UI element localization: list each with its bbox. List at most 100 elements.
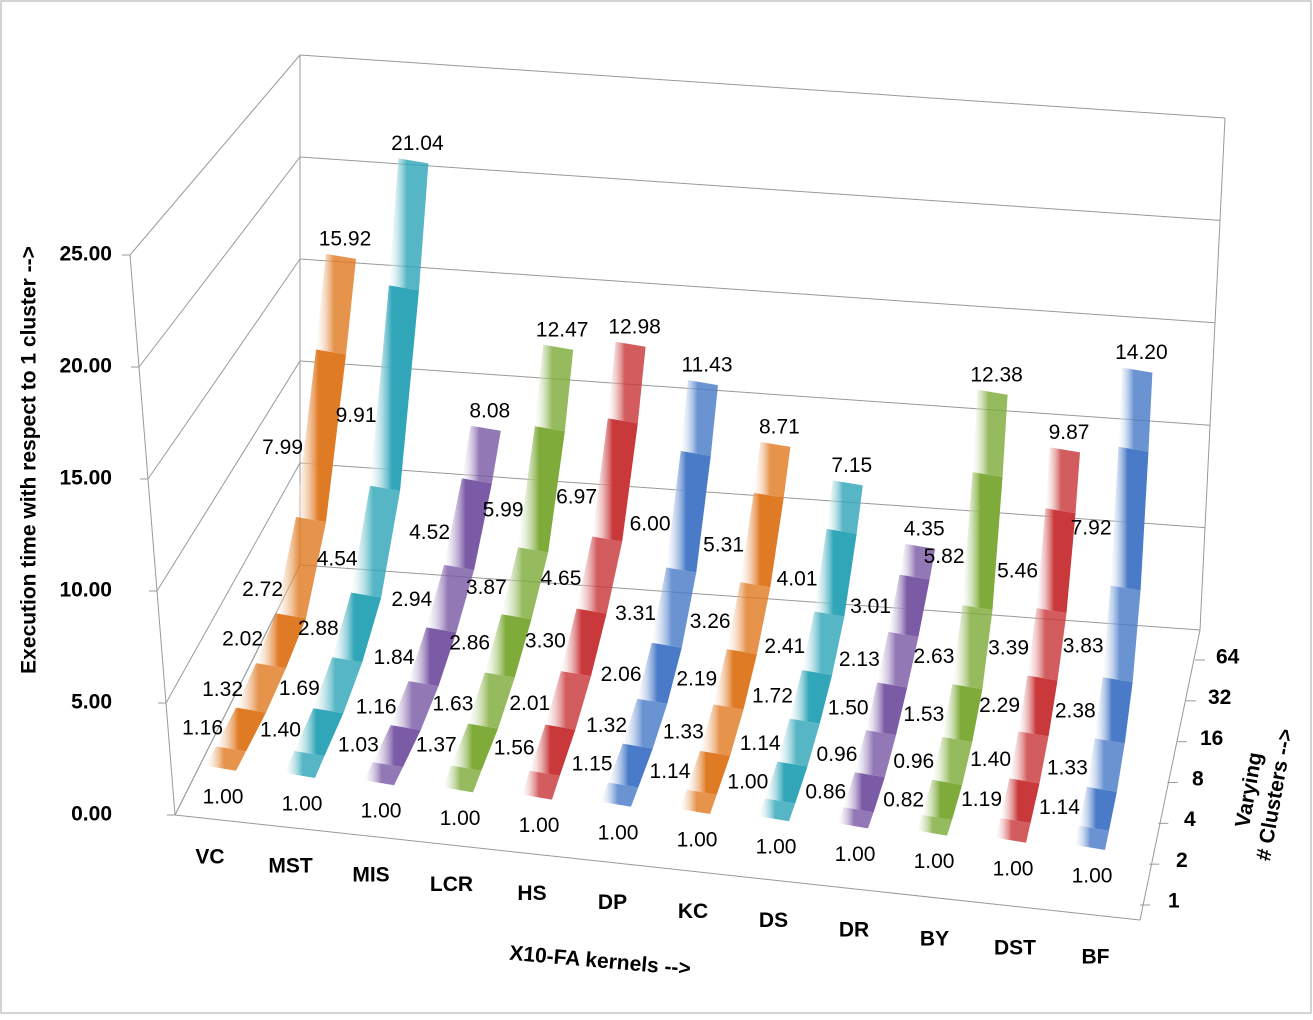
data-label: 2.06: [601, 663, 642, 686]
ribbon: [206, 253, 356, 771]
ribbon-segment: [364, 762, 403, 786]
data-label: 1.00: [727, 770, 768, 793]
ribbon-segment: [854, 730, 896, 778]
ribbon-segment: [666, 451, 711, 573]
z-tick-label: 1: [1168, 890, 1180, 913]
ribbon-segment: [651, 567, 697, 648]
ribbon-segment: [608, 743, 653, 788]
data-label: 1.37: [416, 734, 457, 757]
data-label: 1.00: [756, 836, 797, 859]
data-label: 1.00: [835, 843, 876, 866]
data-label: 2.38: [1055, 699, 1096, 722]
ribbon-segment: [814, 528, 857, 617]
data-label: 5.31: [703, 534, 744, 557]
data-label: 7.15: [831, 454, 872, 477]
ribbon-segment: [388, 158, 429, 291]
ribbon-segment: [1086, 738, 1125, 792]
data-label: 7.99: [262, 436, 303, 459]
ribbon-segment: [316, 253, 356, 355]
data-label: 1.63: [433, 693, 474, 716]
ribbon-segment: [888, 574, 930, 637]
ribbon: [364, 425, 501, 786]
data-label: 3.26: [690, 610, 731, 633]
ribbon-segment: [899, 543, 936, 580]
x-tick-label: DST: [994, 937, 1036, 960]
ribbon-segment: [501, 547, 549, 620]
data-label: 0.86: [805, 781, 846, 804]
data-label: 8.08: [469, 399, 510, 422]
ribbon-segment: [740, 492, 784, 588]
ribbon-segment: [972, 389, 1008, 478]
ribbon: [996, 447, 1080, 843]
data-label: 1.14: [1039, 796, 1080, 819]
ribbon-segment: [637, 642, 682, 704]
data-label: 1.53: [903, 703, 944, 726]
data-label: 2.63: [914, 645, 955, 668]
grid-line: [138, 156, 301, 368]
data-label: 3.87: [466, 576, 507, 599]
ribbon-segment: [443, 765, 482, 793]
ribbon-segment: [592, 418, 638, 542]
grid-line: [156, 360, 301, 592]
ribbon-segment: [942, 684, 983, 742]
ribbon-segment: [522, 770, 560, 800]
ribbon-segment: [932, 736, 973, 785]
data-label: 0.82: [883, 789, 924, 812]
data-label: 1.32: [586, 714, 627, 737]
x-tick-label: DR: [839, 918, 869, 941]
ribbon-segment: [686, 750, 731, 795]
ribbon: [680, 441, 791, 814]
data-label: 1.00: [440, 807, 481, 830]
ribbon-segment: [518, 426, 565, 553]
data-label: 4.54: [317, 548, 358, 571]
y-tick-label: 20.00: [59, 355, 112, 378]
data-label: 3.01: [850, 595, 891, 618]
ribbon-segment: [408, 627, 457, 687]
ribbon-segment: [1036, 508, 1076, 614]
data-label: 5.82: [924, 545, 965, 568]
y-tick-label: 0.00: [71, 803, 112, 826]
data-label: 1.00: [282, 793, 323, 816]
data-label: 5.99: [483, 498, 524, 521]
data-label: 1.33: [663, 721, 704, 744]
z-tick-label: 32: [1208, 686, 1231, 709]
ribbon-segment: [680, 380, 718, 457]
ribbon-segment: [370, 285, 419, 491]
ribbon-segment: [713, 649, 757, 710]
data-label: 3.31: [615, 602, 656, 625]
ribbon-segment: [1027, 608, 1067, 681]
grid-line: [299, 360, 1211, 426]
ribbon-segment: [426, 564, 475, 633]
ribbon-segment: [534, 344, 574, 432]
y-axis-title: Execution time with respect to 1 cluster…: [18, 246, 41, 674]
data-label: 5.46: [997, 559, 1038, 582]
ribbon-segment: [826, 480, 863, 534]
ribbon-segment: [1000, 778, 1040, 824]
data-label: 1.14: [740, 732, 781, 755]
ribbon-segment: [545, 671, 591, 730]
ribbon-segment: [296, 349, 346, 523]
data-label: 2.94: [391, 588, 432, 611]
ribbon: [601, 380, 718, 807]
ribbon-segment: [1075, 825, 1109, 850]
data-label: 1.40: [970, 748, 1011, 771]
y-tick-label: 5.00: [71, 691, 112, 714]
data-label: 1.14: [650, 760, 691, 783]
y-tick-label: 15.00: [59, 467, 112, 490]
data-label: 15.92: [319, 227, 372, 250]
ribbon-segment: [206, 746, 246, 771]
data-label: 1.00: [1072, 865, 1113, 888]
data-label: 1.33: [1047, 757, 1088, 780]
ribbon-segment: [759, 798, 796, 822]
data-label: 1.84: [374, 646, 415, 669]
ribbon-segment: [680, 789, 717, 814]
ribbon: [285, 158, 429, 778]
ribbon-segment: [917, 814, 953, 836]
ribbon-segment: [726, 582, 771, 655]
data-label: 1.00: [519, 814, 560, 837]
data-label: 1.16: [182, 716, 223, 739]
ribbon-segment: [866, 682, 908, 736]
data-label: 9.91: [336, 404, 377, 427]
ribbon-segment: [1078, 786, 1117, 831]
